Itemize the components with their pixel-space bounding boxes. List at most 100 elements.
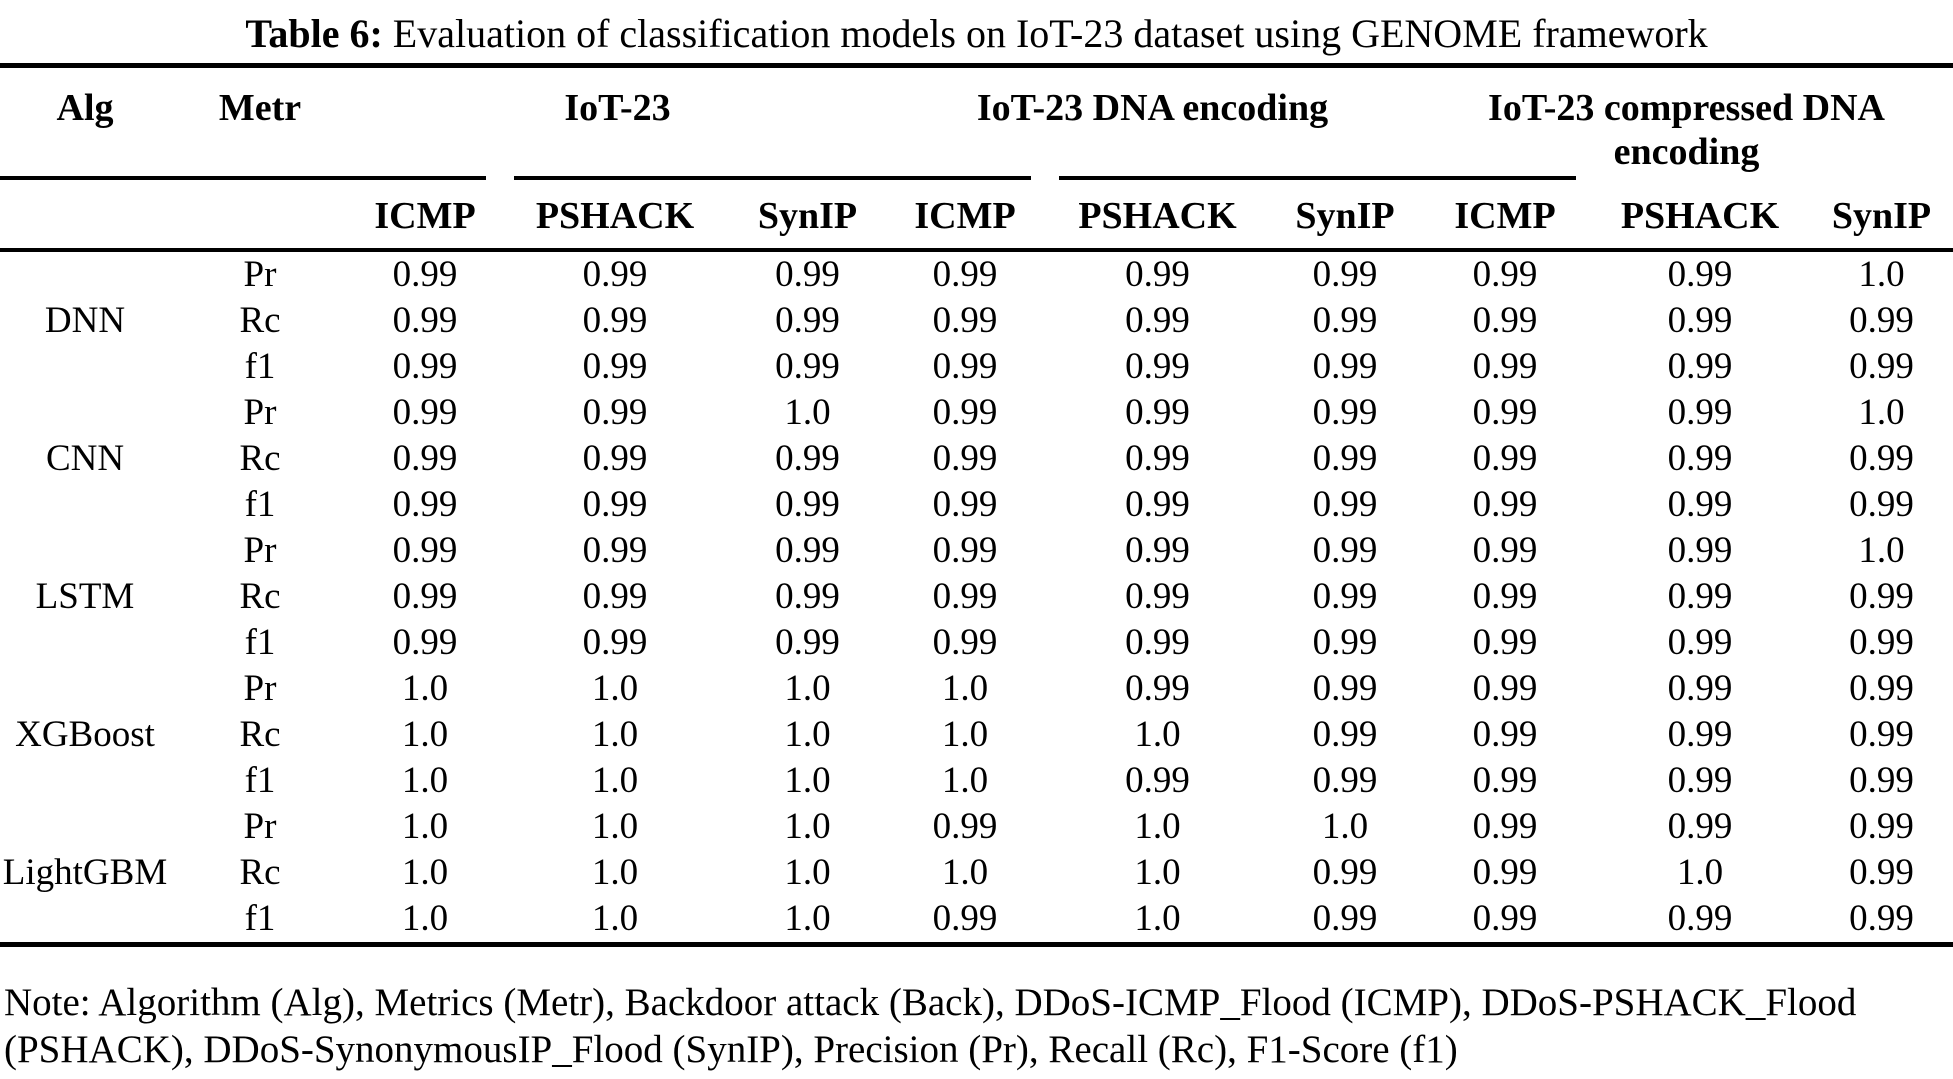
metric-label: Pr <box>243 392 277 433</box>
value-cell: 0.99 <box>582 484 648 525</box>
value-cell: 0.99 <box>1472 852 1538 893</box>
value-cell: 0.99 <box>1125 392 1190 433</box>
column-header-pshack-1: PSHACK <box>500 184 730 252</box>
spanner-rule-2 <box>514 176 1031 180</box>
value-cell: 0.99 <box>582 392 648 433</box>
value-cell: 1.0 <box>401 898 449 939</box>
group-header-iot23-compressed-dna-encoding: IoT-23 compressed DNA encoding <box>1488 87 1885 173</box>
value-cell: 0.99 <box>1472 484 1538 525</box>
metric-label: f1 <box>244 898 276 939</box>
value-cell: 0.99 <box>775 530 840 571</box>
value-cell: 0.99 <box>1472 760 1538 801</box>
metric-label: Rc <box>239 576 281 617</box>
data-row: f1 1.0 1.0 1.0 0.99 1.0 0.99 0.99 0.99 0.99 <box>0 896 1953 945</box>
value-cell: 0.99 <box>1667 898 1733 939</box>
value-cell: 1.0 <box>401 668 449 709</box>
value-cell: 1.0 <box>591 668 639 709</box>
value-cell: 0.99 <box>932 346 998 387</box>
value-cell: 0.99 <box>1667 576 1733 617</box>
value-cell: 1.0 <box>591 852 639 893</box>
alg-column-header: Alg <box>56 87 114 129</box>
value-cell: 1.0 <box>401 714 449 755</box>
value-cell: 0.99 <box>775 576 840 617</box>
data-row: f1 1.0 1.0 1.0 1.0 0.99 0.99 0.99 0.99 0.99 <box>0 758 1953 804</box>
value-cell: 0.99 <box>392 392 458 433</box>
data-row: DNN Pr 0.99 0.99 0.99 0.99 0.99 0.99 0.99 0.99 1.0 <box>0 250 1953 341</box>
value-cell: 0.99 <box>932 530 998 571</box>
data-row: Rc 1.0 1.0 1.0 1.0 1.0 0.99 0.99 1.0 0.99 <box>0 850 1953 896</box>
value-cell: 0.99 <box>932 576 998 617</box>
metric-label: Rc <box>239 300 281 341</box>
value-cell: 0.99 <box>1472 668 1538 709</box>
empty-header-cell <box>0 184 170 252</box>
value-cell: 1.0 <box>1134 898 1181 939</box>
column-header-row: ICMP PSHACK SynIP ICMP PSHACK SynIP ICMP… <box>0 184 1953 252</box>
metric-label: Pr <box>243 530 277 571</box>
value-cell: 0.99 <box>1849 622 1914 663</box>
value-cell: 0.99 <box>392 346 458 387</box>
value-cell: 0.99 <box>1312 438 1378 479</box>
value-cell: 1.0 <box>1321 806 1369 847</box>
spanner-rule-cell <box>0 174 500 184</box>
spanner-rule-3 <box>1059 176 1576 180</box>
value-cell: 0.99 <box>1667 760 1733 801</box>
value-cell: 0.99 <box>932 392 998 433</box>
column-header-pshack-2: PSHACK <box>1045 184 1270 252</box>
value-cell: 1.0 <box>784 806 831 847</box>
metr-column-header: Metr <box>218 87 302 129</box>
value-cell: 1.0 <box>1858 392 1905 433</box>
value-cell: 0.99 <box>1125 484 1190 525</box>
value-cell: 0.99 <box>932 438 998 479</box>
spanner-rule-1 <box>0 176 486 180</box>
value-cell: 0.99 <box>1667 438 1733 479</box>
value-cell: 0.99 <box>1849 576 1914 617</box>
value-cell: 0.99 <box>1667 392 1733 433</box>
value-cell: 0.99 <box>1125 346 1190 387</box>
value-cell: 1.0 <box>591 898 639 939</box>
value-cell: 1.0 <box>401 760 449 801</box>
spanner-rule-row <box>0 174 1953 184</box>
group-header-iot23: IoT-23 <box>564 87 671 129</box>
table-caption-number: Table 6: <box>245 11 383 56</box>
value-cell: 0.99 <box>1312 852 1378 893</box>
empty-header-cell <box>170 184 350 252</box>
value-cell: 0.99 <box>1849 668 1914 709</box>
value-cell: 0.99 <box>1312 668 1378 709</box>
metric-label: Pr <box>243 254 277 295</box>
value-cell: 0.99 <box>1312 530 1378 571</box>
value-cell: 1.0 <box>784 668 831 709</box>
data-row: Rc 0.99 0.99 0.99 0.99 0.99 0.99 0.99 0.99 0.99 <box>0 574 1953 620</box>
value-cell: 0.99 <box>582 576 648 617</box>
value-cell: 1.0 <box>784 714 831 755</box>
value-cell: 1.0 <box>401 806 449 847</box>
value-cell: 0.99 <box>1667 484 1733 525</box>
column-header-icmp-1: ICMP <box>350 184 500 252</box>
value-cell: 1.0 <box>941 852 989 893</box>
value-cell: 0.99 <box>932 300 998 341</box>
metric-label: f1 <box>244 484 276 525</box>
value-cell: 0.99 <box>1849 484 1914 525</box>
value-cell: 0.99 <box>932 254 998 295</box>
column-header-synip-2: SynIP <box>1270 184 1420 252</box>
value-cell: 1.0 <box>1134 714 1181 755</box>
value-cell: 1.0 <box>591 714 639 755</box>
metric-label: Rc <box>239 438 281 479</box>
data-row: f1 0.99 0.99 0.99 0.99 0.99 0.99 0.99 0.99 0.99 <box>0 620 1953 666</box>
algorithm-label: LSTM <box>35 576 135 617</box>
value-cell: 0.99 <box>932 622 998 663</box>
group-header-row: Alg Metr IoT-23 IoT-23 DNA encoding IoT-… <box>0 66 1953 175</box>
metric-label: Pr <box>243 668 277 709</box>
spanner-rule-gap <box>1590 174 1953 184</box>
value-cell: 0.99 <box>932 484 998 525</box>
data-row: XGBoost Pr 1.0 1.0 1.0 1.0 0.99 0.99 0.99 0.99 0.9… <box>0 666 1953 755</box>
value-cell: 0.99 <box>392 622 458 663</box>
data-row: f1 0.99 0.99 0.99 0.99 0.99 0.99 0.99 0.99 0.99 <box>0 344 1953 390</box>
value-cell: 0.99 <box>775 438 840 479</box>
value-cell: 0.99 <box>1125 530 1190 571</box>
group-header-iot23-dna-encoding: IoT-23 DNA encoding <box>976 87 1329 129</box>
data-row: f1 0.99 0.99 0.99 0.99 0.99 0.99 0.99 0.99 0.99 <box>0 482 1953 528</box>
value-cell: 0.99 <box>932 806 998 847</box>
metric-label: Pr <box>243 806 277 847</box>
table-caption-text: Evaluation of classification models on I… <box>392 11 1708 56</box>
